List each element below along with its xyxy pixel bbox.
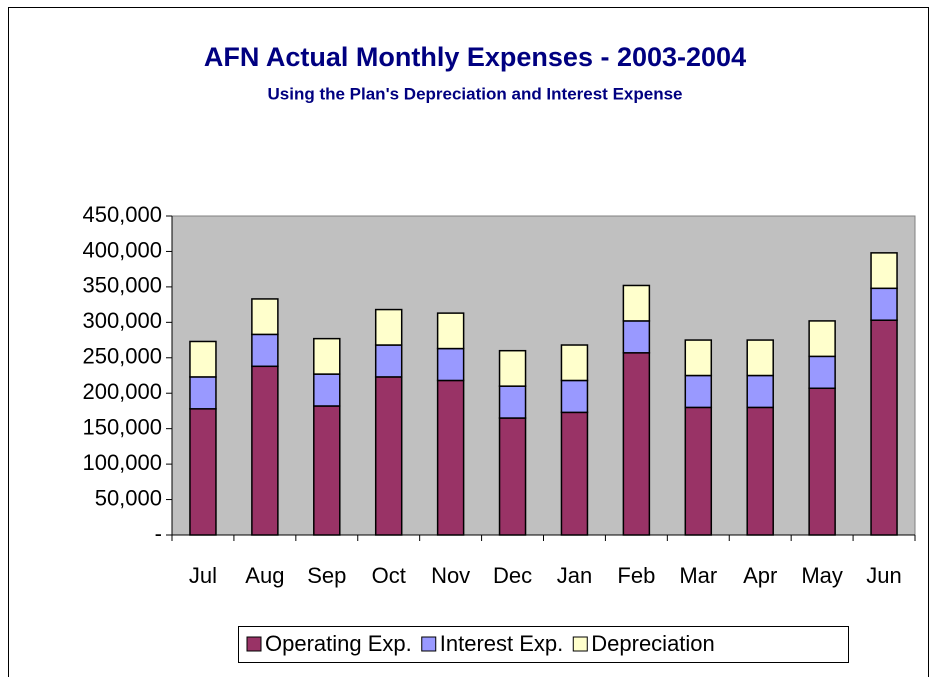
y-tick-label: 100,000 (82, 450, 162, 475)
bar-segment (313, 405, 341, 536)
y-tick-label: 50,000 (95, 485, 162, 510)
y-tick-label: - (155, 521, 162, 546)
bar-segment (808, 320, 836, 358)
x-tick-label: May (801, 563, 843, 588)
bar-segment (746, 339, 774, 377)
plot-area (171, 215, 916, 536)
legend-label: Operating Exp. (265, 631, 412, 656)
bar-segment (808, 387, 836, 536)
chart-title: AFN Actual Monthly Expenses - 2003-2004 (204, 42, 746, 72)
legend-swatch (421, 636, 437, 652)
x-tick-label: Feb (617, 563, 655, 588)
bar-segment (436, 379, 465, 536)
bar-segment (189, 376, 217, 410)
bar-segment (684, 339, 713, 377)
bar-segment (436, 312, 465, 350)
bar-segment (498, 349, 527, 387)
bar-segment (870, 319, 898, 536)
bar-segment (498, 417, 527, 536)
x-tick-label: Jul (189, 563, 217, 588)
legend-box (238, 626, 849, 663)
y-tick-label: 300,000 (82, 308, 162, 333)
legend-label: Interest Exp. (440, 631, 564, 656)
x-tick-label: Sep (307, 563, 346, 588)
bar-segment (622, 320, 651, 354)
bar-segment (622, 284, 651, 322)
x-tick-label: Apr (743, 563, 777, 588)
bar-segment (374, 344, 403, 378)
bar-segment (189, 340, 217, 378)
y-tick-label: 450,000 (82, 202, 162, 227)
bar-segment (808, 355, 836, 390)
bar-segment (746, 406, 774, 536)
bar-segment (498, 385, 527, 419)
bar-segment (251, 298, 279, 336)
bar-segment (684, 374, 713, 409)
x-tick-label: Aug (245, 563, 284, 588)
bar-segment (189, 408, 217, 536)
x-tick-label: Jan (557, 563, 592, 588)
bar-segment (436, 347, 465, 382)
x-tick-label: Dec (493, 563, 532, 588)
x-tick-label: Nov (431, 563, 470, 588)
y-tick-label: 150,000 (82, 414, 162, 439)
legend-label: Depreciation (591, 631, 715, 656)
legend-swatch (246, 636, 262, 652)
bar-segment (870, 252, 898, 290)
x-tick-label: Oct (372, 563, 406, 588)
bar-segment (251, 333, 279, 368)
bar-segment (622, 352, 651, 536)
bar-segment (870, 287, 898, 321)
bar-segment (313, 373, 341, 407)
y-tick-label: 350,000 (82, 273, 162, 298)
y-tick-label: 400,000 (82, 237, 162, 262)
legend-swatch (572, 636, 588, 652)
y-tick-label: 250,000 (82, 344, 162, 369)
bar-segment (313, 337, 341, 375)
chart-subtitle: Using the Plan's Depreciation and Intere… (268, 84, 683, 103)
bar-segment (560, 344, 589, 382)
bar-segment (374, 308, 403, 346)
bar-segment (746, 374, 774, 409)
bar-segment (374, 376, 403, 536)
bar-segment (560, 379, 589, 414)
bar-segment (684, 406, 713, 536)
y-tick-label: 200,000 (82, 379, 162, 404)
x-tick-label: Jun (866, 563, 901, 588)
bar-segment (251, 365, 279, 536)
bar-segment (560, 411, 589, 536)
x-tick-label: Mar (679, 563, 717, 588)
